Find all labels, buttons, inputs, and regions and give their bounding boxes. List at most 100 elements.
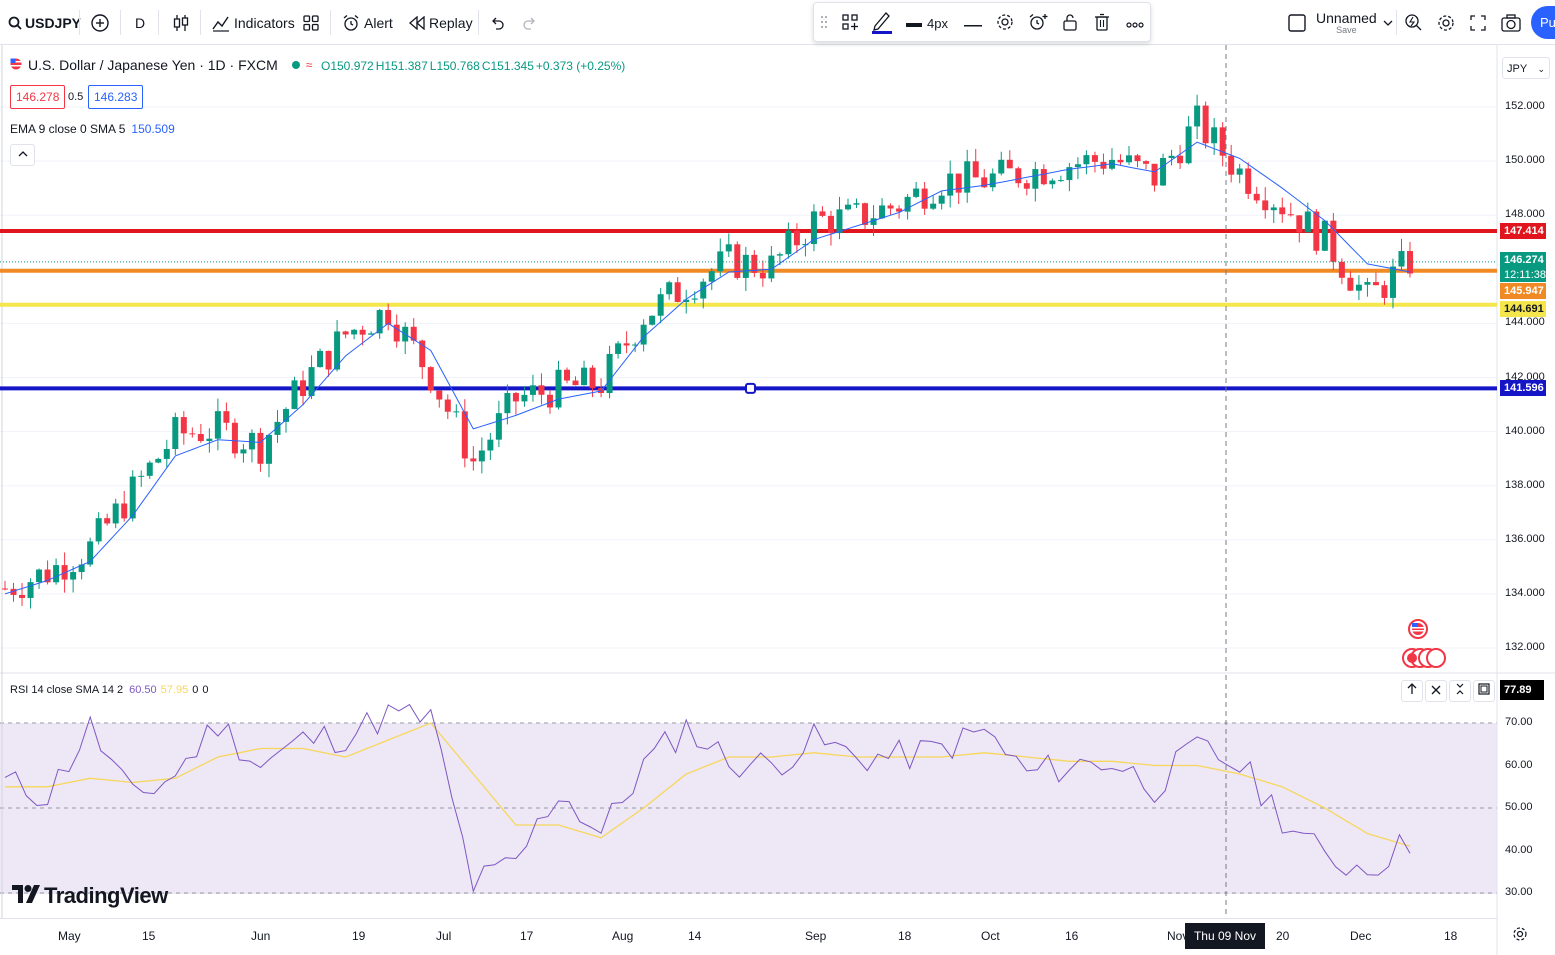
candle-body: [1151, 163, 1158, 186]
orange-line-price-label: 145.947: [1500, 282, 1546, 299]
line-anchor-handle[interactable]: [745, 382, 756, 394]
candle-body: [1236, 168, 1243, 175]
maximize-pane-button[interactable]: [1473, 680, 1495, 702]
trash-icon: [1094, 13, 1110, 34]
economic-events[interactable]: [1402, 618, 1446, 677]
templates-button[interactable]: [303, 0, 319, 45]
symbol-search-button[interactable]: USDJPY: [8, 0, 81, 45]
rsi-guides: [0, 722, 1497, 894]
time-axis[interactable]: May 15 Jun 19 Jul 17 Aug 14 Sep 18 Oct 16 Nov 20 Dec 18…: [0, 918, 1497, 955]
candle-body: [393, 324, 400, 342]
candle-body: [759, 272, 766, 279]
price-tick-label: 150.000: [1505, 154, 1545, 167]
rsi-value: 60.50: [129, 684, 157, 696]
candle-body: [810, 211, 817, 245]
candle-body: [1023, 183, 1030, 189]
close-pane-button[interactable]: [1425, 680, 1447, 702]
line-color-button[interactable]: [871, 3, 893, 43]
candle-body: [827, 215, 834, 234]
interval-button[interactable]: D: [135, 0, 145, 45]
candle-body: [214, 411, 221, 439]
candle-body: [334, 331, 341, 370]
candle-body: [325, 350, 332, 370]
drag-handle[interactable]: [820, 3, 828, 43]
candle-body: [1347, 277, 1354, 291]
candle-body: [512, 393, 519, 402]
open-value: O150.972: [321, 59, 374, 73]
candle-body: [904, 196, 911, 212]
sell-price-button[interactable]: 146.278: [10, 85, 66, 109]
candle-body: [1185, 126, 1192, 164]
grid-plus-icon: [842, 13, 858, 33]
candle-body: [155, 458, 162, 463]
candle-body: [1287, 214, 1294, 216]
buy-price-button[interactable]: 146.283: [88, 85, 144, 109]
chart-canvas[interactable]: [0, 45, 1555, 955]
chart-settings-button[interactable]: [1437, 0, 1455, 45]
quick-search-button[interactable]: [1404, 0, 1422, 45]
delete-drawing-button[interactable]: [1094, 3, 1110, 43]
fullscreen-button[interactable]: [1470, 0, 1486, 45]
candle-body: [291, 380, 298, 409]
symbol-legend[interactable]: U.S. Dollar / Japanese Yen · 1D · FXCM ≈: [10, 57, 312, 73]
candle-body: [768, 255, 775, 279]
candle-body: [342, 331, 349, 335]
compare-symbol-button[interactable]: [90, 0, 110, 45]
line-style-button[interactable]: [964, 3, 982, 43]
candle-body: [78, 564, 85, 573]
rsi-legend[interactable]: RSI 14 close SMA 14 2 60.50 57.95 0 0: [10, 684, 208, 696]
candle-body: [1006, 159, 1013, 169]
currency-selector[interactable]: JPY ⌄: [1502, 57, 1550, 79]
candle-body: [1372, 282, 1379, 286]
candle-body: [206, 438, 213, 442]
candle-body: [95, 518, 102, 542]
alert-button[interactable]: Alert: [342, 0, 393, 45]
collapse-legend-button[interactable]: [10, 144, 35, 166]
indicators-button[interactable]: Indicators: [212, 0, 295, 45]
candle-body: [930, 203, 937, 209]
candle-body: [938, 195, 945, 204]
candle-body: [1074, 164, 1081, 168]
candle-body: [887, 205, 894, 209]
replay-button[interactable]: Replay: [409, 0, 473, 45]
drawing-toolbar: 4px: [813, 2, 1151, 42]
candle-body: [1134, 155, 1141, 162]
drawing-alert-button[interactable]: [1028, 3, 1048, 43]
candle-body: [657, 294, 664, 316]
time-tick-label: Oct: [981, 929, 1000, 943]
candle-body: [197, 434, 204, 442]
more-drawing-options-button[interactable]: [1126, 3, 1144, 43]
rsi-tick-label: 70.00: [1505, 716, 1533, 728]
layout-button[interactable]: Unnamed Save: [1288, 0, 1393, 45]
ema-legend[interactable]: EMA 9 close 0 SMA 5 150.509: [10, 122, 175, 136]
chart-container[interactable]: U.S. Dollar / Japanese Yen · 1D · FXCM ≈…: [0, 45, 1555, 955]
candle-body: [896, 208, 903, 212]
chart-type-button[interactable]: [172, 0, 190, 45]
grid-icon: [303, 14, 319, 31]
publish-button[interactable]: Pu: [1531, 6, 1555, 39]
redo-icon: [522, 16, 538, 30]
snapshot-button[interactable]: [1501, 0, 1521, 45]
time-tick-label: 14: [688, 929, 702, 943]
drawing-settings-button[interactable]: [996, 3, 1014, 43]
candle-body: [317, 350, 324, 368]
templates-drawing-button[interactable]: [842, 3, 858, 43]
candle-body: [1202, 105, 1209, 144]
axis-settings-button[interactable]: [1512, 926, 1528, 947]
line-width-button[interactable]: 4px: [906, 3, 948, 43]
time-tick-label: Nov: [1167, 929, 1189, 943]
redo-button[interactable]: [522, 0, 538, 45]
candle-body: [1168, 155, 1175, 158]
gear-icon: [996, 13, 1014, 34]
candle-body: [385, 310, 392, 325]
lock-drawing-button[interactable]: [1062, 3, 1078, 43]
rsi-current-label: 77.89: [1500, 680, 1544, 700]
red-line-price-label: 147.414: [1500, 223, 1546, 240]
candle-body: [1015, 168, 1022, 184]
candle-body: [172, 417, 179, 449]
price-tick-label: 144.000: [1505, 316, 1545, 329]
move-pane-up-button[interactable]: [1401, 680, 1423, 702]
collapse-pane-button[interactable]: [1449, 680, 1471, 702]
undo-button[interactable]: [489, 0, 505, 45]
candle-body: [819, 211, 826, 216]
